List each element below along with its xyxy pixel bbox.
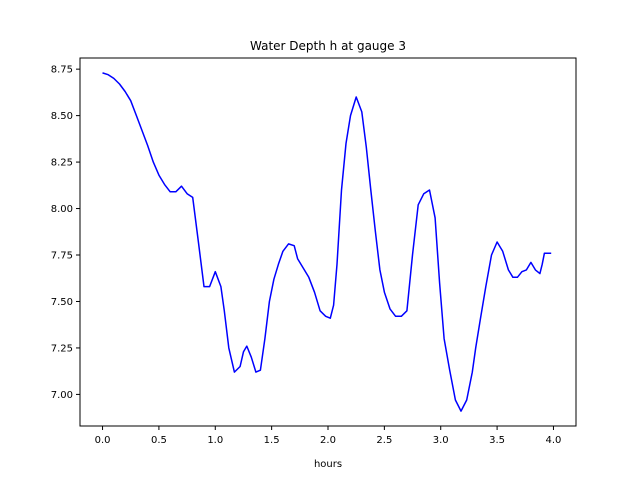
x-tick-label: 2.0	[320, 435, 336, 446]
chart-title: Water Depth h at gauge 3	[250, 39, 406, 53]
y-tick-label: 7.75	[51, 251, 73, 262]
y-tick-label: 8.50	[51, 111, 73, 122]
x-axis-label: hours	[314, 459, 342, 470]
y-tick-label: 7.25	[51, 343, 73, 354]
x-tick-label: 0.0	[95, 435, 111, 446]
x-tick-label: 0.5	[151, 435, 167, 446]
x-tick-label: 2.5	[376, 435, 392, 446]
y-tick-label: 8.25	[51, 158, 73, 169]
y-tick-label: 8.75	[51, 65, 73, 76]
x-tick-label: 3.5	[489, 435, 505, 446]
y-tick-label: 7.50	[51, 297, 73, 308]
x-tick-label: 4.0	[546, 435, 562, 446]
x-tick-label: 1.5	[264, 435, 280, 446]
y-tick-label: 8.00	[51, 204, 73, 215]
x-tick-label: 1.0	[207, 435, 223, 446]
y-tick-label: 7.00	[51, 390, 73, 401]
x-tick-label: 3.0	[433, 435, 449, 446]
